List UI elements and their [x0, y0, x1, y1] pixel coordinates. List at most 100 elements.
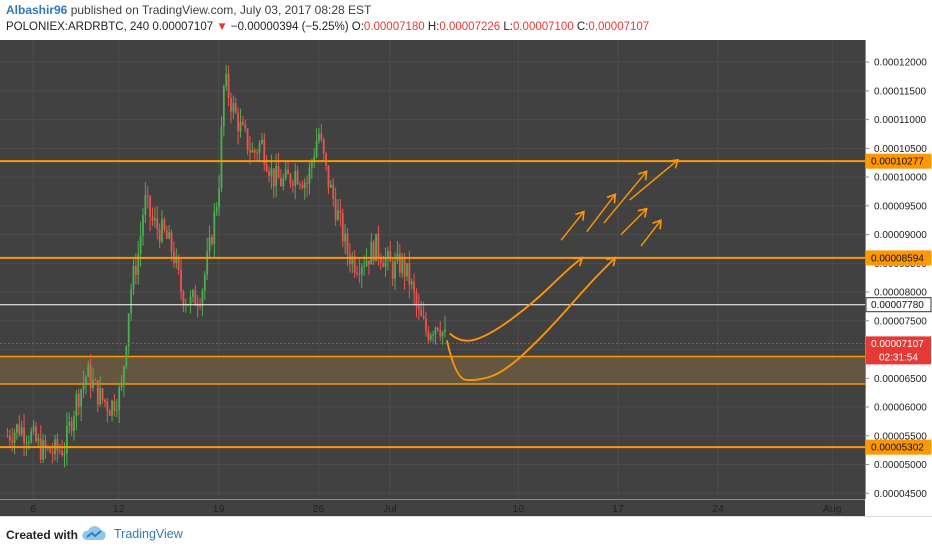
price-tick-label: 0.00012000 — [874, 58, 927, 69]
candle-body — [360, 266, 363, 275]
close-value: 0.00007107 — [588, 21, 650, 33]
candle-body — [8, 436, 11, 441]
candle-body — [365, 260, 368, 266]
candle-body — [6, 435, 9, 437]
candle-body — [313, 156, 316, 163]
candle-body — [370, 242, 373, 265]
candle-body — [398, 253, 401, 273]
candle-body — [241, 121, 244, 125]
level-price-label: 0.00010277 — [871, 157, 924, 168]
candle-body — [208, 237, 211, 252]
forecast-arrow-curve — [446, 256, 616, 381]
price-chart[interactable]: 0.00012000 0.00011500 0.00011000 0.00010500… — [0, 40, 932, 516]
time-tick-label: 17 — [612, 503, 624, 515]
candle-body — [332, 184, 335, 199]
candle-body — [39, 438, 42, 460]
candle-body — [220, 126, 223, 189]
author-link[interactable]: Albashir96 — [6, 3, 68, 17]
level-price-tag — [865, 439, 932, 455]
candle-body — [334, 198, 337, 220]
support-zone — [0, 356, 865, 385]
time-tick-label: 26 — [313, 503, 325, 515]
price-tick-label: 0.00007500 — [874, 316, 927, 327]
candle-body — [425, 318, 427, 332]
candle-body — [260, 139, 263, 144]
candle-body — [25, 441, 28, 443]
candle-body — [206, 251, 209, 275]
level-price-label: 0.00008594 — [871, 253, 924, 264]
candle-body — [320, 133, 323, 140]
level-price-label: 0.00005302 — [871, 443, 924, 454]
candle-body — [382, 262, 385, 267]
low-value: 0.00007100 — [512, 21, 574, 33]
candle-body — [227, 73, 230, 98]
candle-body — [20, 427, 23, 435]
candle-body — [151, 216, 154, 221]
candle-body — [348, 254, 351, 265]
candle-body — [225, 73, 228, 87]
candle-body — [263, 139, 266, 165]
candle-body — [149, 196, 152, 217]
chart-area[interactable]: 0.00012000 0.00011500 0.00011000 0.00010500… — [0, 40, 932, 516]
candle-body — [413, 281, 415, 293]
price-tick-label: 0.00010500 — [874, 144, 927, 155]
candle-body — [192, 290, 194, 297]
candle-body — [272, 168, 275, 187]
open-value: 0.00007180 — [363, 21, 425, 33]
small-forecast-arrow-head — [575, 210, 585, 221]
candle-body — [415, 292, 418, 306]
candle-body — [318, 133, 320, 141]
candle-body — [215, 207, 218, 212]
symbol-line: POLONIEX:ARDRBTC, 240 0.00007107 ▼ −0.00… — [6, 21, 649, 33]
candle-body — [73, 416, 75, 431]
candle-body — [75, 393, 78, 417]
price-tick-label: 0.00010000 — [874, 173, 927, 184]
time-tick-label: Jul — [383, 503, 396, 515]
candle-body — [11, 440, 14, 444]
tradingview-name[interactable]: TradingView — [114, 527, 183, 541]
candle-body — [134, 265, 137, 276]
candle-body — [387, 251, 389, 258]
candle-body — [44, 440, 47, 449]
candle-body — [111, 400, 113, 416]
low-label: L: — [503, 21, 513, 33]
candle-body — [325, 153, 328, 166]
time-tick-label: 24 — [712, 503, 724, 515]
candle-body — [108, 411, 111, 416]
candle-body — [232, 103, 235, 112]
chart-header: Albashir96 published on TradingView.com,… — [0, 0, 932, 40]
created-with-text: Created with — [6, 528, 79, 542]
small-forecast-arrow — [620, 208, 648, 236]
small-forecast-arrow-head — [637, 170, 648, 181]
price-tick-label: 0.00006000 — [874, 403, 927, 414]
candle-body — [237, 112, 240, 132]
candle-body — [163, 219, 166, 230]
candle-body — [56, 439, 59, 451]
candle-body — [153, 218, 156, 221]
candle-body — [439, 329, 442, 337]
candles-group — [6, 65, 446, 468]
time-tick-label: 6 — [30, 503, 36, 515]
candle-body — [13, 432, 16, 444]
price-tick-label: 0.00009500 — [874, 201, 927, 212]
candle-body — [417, 305, 420, 310]
candle-body — [372, 242, 375, 262]
tradingview-brand[interactable]: TradingView — [80, 524, 183, 544]
level-price-tag — [865, 153, 932, 169]
small-forecast-arrow — [640, 219, 662, 247]
candle-body — [444, 329, 446, 332]
candle-body — [196, 305, 199, 307]
candle-body — [389, 251, 392, 262]
candle-body — [249, 150, 251, 153]
candle-body — [68, 421, 71, 426]
candle-body — [180, 270, 182, 292]
candle-body — [379, 256, 382, 263]
candle-body — [42, 440, 44, 460]
forecast-arrow-head — [573, 256, 584, 267]
candle-body — [144, 195, 147, 216]
candle-body — [420, 309, 423, 316]
candle-body — [256, 152, 259, 154]
candle-body — [139, 235, 142, 255]
time-tick-label: 10 — [512, 503, 524, 515]
down-arrow-icon: ▼ — [216, 21, 228, 33]
